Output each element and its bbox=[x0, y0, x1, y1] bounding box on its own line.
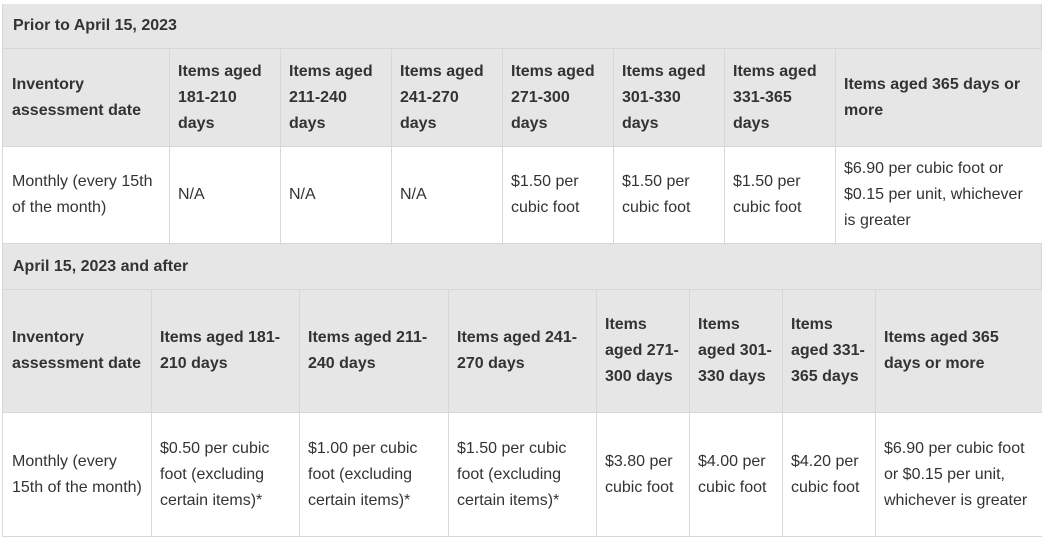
table-header-row: Inventory assessment date Items aged 181… bbox=[2, 48, 1042, 147]
column-header: Items aged 271-300 days bbox=[596, 289, 690, 413]
column-header: Items aged 271-300 days bbox=[502, 48, 614, 147]
table-row: Monthly (every 15th of the month) $0.50 … bbox=[2, 412, 1042, 537]
table-cell: $1.50 per cubic foot (excluding certain … bbox=[448, 412, 597, 537]
column-header: Items aged 365 days or more bbox=[875, 289, 1042, 413]
table-header-row: Inventory assessment date Items aged 181… bbox=[2, 289, 1042, 413]
table-row: Monthly (every 15th of the month) N/A N/… bbox=[2, 146, 1042, 244]
table-cell: $4.20 per cubic foot bbox=[782, 412, 876, 537]
table-cell: $0.50 per cubic foot (excluding certain … bbox=[151, 412, 300, 537]
table-cell: $1.50 per cubic foot bbox=[724, 146, 836, 244]
table-cell: $4.00 per cubic foot bbox=[689, 412, 783, 537]
fee-table-prior: Inventory assessment date Items aged 181… bbox=[2, 48, 1042, 244]
table-cell: N/A bbox=[280, 146, 392, 244]
column-header: Items aged 241-270 days bbox=[448, 289, 597, 413]
table-cell: $1.50 per cubic foot bbox=[613, 146, 725, 244]
table-cell: $3.80 per cubic foot bbox=[596, 412, 690, 537]
column-header: Items aged 211-240 days bbox=[299, 289, 449, 413]
table-cell: $1.50 per cubic foot bbox=[502, 146, 614, 244]
table-cell: Monthly (every 15th of the month) bbox=[2, 146, 170, 244]
table-cell: $1.00 per cubic foot (excluding certain … bbox=[299, 412, 449, 537]
table-cell: N/A bbox=[169, 146, 281, 244]
table-cell: $6.90 per cubic foot or $0.15 per unit, … bbox=[875, 412, 1042, 537]
column-header: Items aged 331-365 days bbox=[782, 289, 876, 413]
table-cell: $6.90 per cubic foot or $0.15 per unit, … bbox=[835, 146, 1042, 244]
column-header: Items aged 301-330 days bbox=[689, 289, 783, 413]
column-header: Inventory assessment date bbox=[2, 48, 170, 147]
table-cell: N/A bbox=[391, 146, 503, 244]
column-header: Items aged 365 days or more bbox=[835, 48, 1042, 147]
column-header: Inventory assessment date bbox=[2, 289, 152, 413]
column-header: Items aged 241-270 days bbox=[391, 48, 503, 147]
section-title-prior: Prior to April 15, 2023 bbox=[2, 4, 1042, 48]
section-title-after: April 15, 2023 and after bbox=[2, 244, 1042, 289]
column-header: Items aged 181-210 days bbox=[169, 48, 281, 147]
table-cell: Monthly (every 15th of the month) bbox=[2, 412, 152, 537]
column-header: Items aged 301-330 days bbox=[613, 48, 725, 147]
column-header: Items aged 331-365 days bbox=[724, 48, 836, 147]
fee-table-after: Inventory assessment date Items aged 181… bbox=[2, 289, 1042, 537]
column-header: Items aged 181-210 days bbox=[151, 289, 300, 413]
column-header: Items aged 211-240 days bbox=[280, 48, 392, 147]
